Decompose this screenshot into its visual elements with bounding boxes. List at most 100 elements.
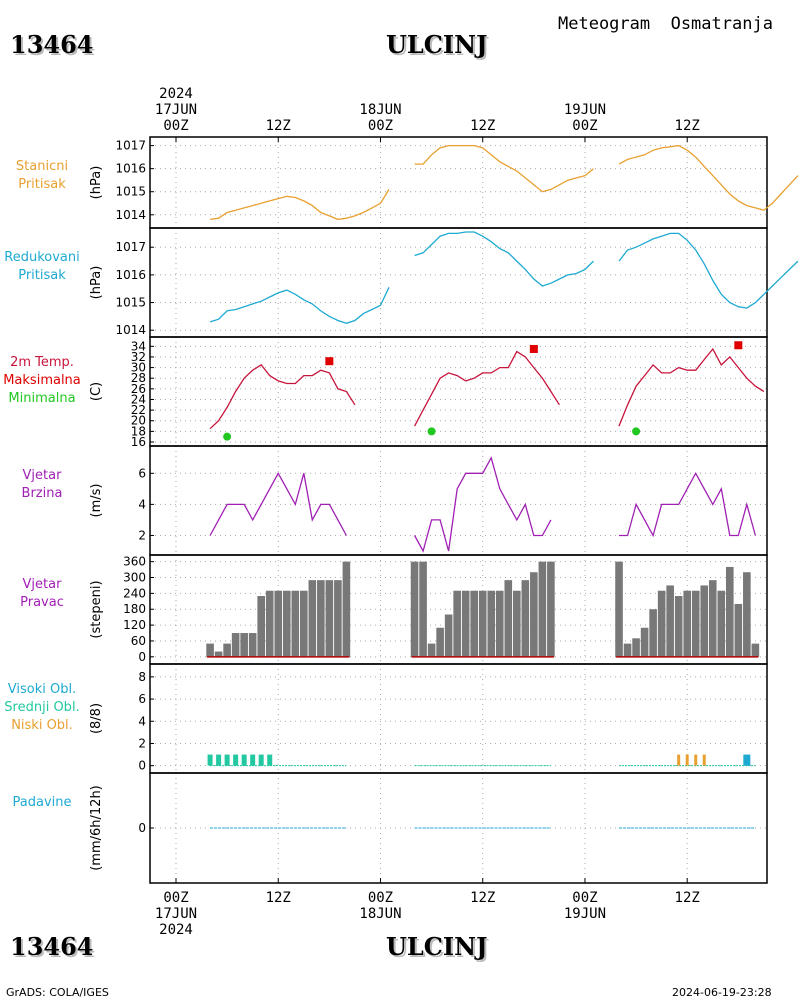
- max-temp-marker: [325, 357, 334, 366]
- series-line: [209, 471, 347, 536]
- y-tick-label: 28: [131, 371, 146, 385]
- cloud-cover-bar: [207, 754, 213, 766]
- series-line: [619, 471, 757, 538]
- panel-label: Maksimalna: [3, 373, 81, 388]
- y-tick-label: 120: [123, 618, 146, 632]
- x-tick-label-bottom: 00Z: [572, 890, 597, 906]
- min-temp-marker: [427, 427, 436, 436]
- x-tick-label-top: 00Z: [572, 118, 597, 134]
- panel-label: Niski Obl.: [11, 718, 73, 733]
- y-tick-label: 1017: [115, 139, 146, 153]
- y-tick-label: 30: [131, 361, 146, 375]
- panel-label: 2m Temp.: [10, 355, 74, 370]
- wind-direction-bar: [342, 561, 351, 657]
- wind-direction-bar: [291, 590, 300, 657]
- y-tick-label: 6: [138, 692, 146, 706]
- x-year-label-bottom: 2024: [159, 922, 193, 938]
- x-year-label-top: 2024: [159, 86, 193, 102]
- y-tick-label: 18: [131, 424, 146, 438]
- wind-direction-bar: [717, 590, 726, 657]
- panel-label: Vjetar: [23, 468, 63, 483]
- cloud-cover-bar: [267, 754, 273, 766]
- wind-direction-bar: [530, 572, 538, 657]
- wind-direction-bar: [538, 561, 547, 657]
- y-tick-label: 0: [138, 650, 146, 664]
- y-tick-label: 0: [138, 759, 146, 773]
- wind-direction-bar: [248, 633, 257, 657]
- panel-frame: [149, 136, 768, 229]
- wind-direction-bar: [282, 590, 291, 657]
- wind-direction-bar: [521, 580, 530, 657]
- station-id-top: 13464: [10, 30, 94, 59]
- panel-label: Redukovani: [4, 250, 79, 265]
- y-tick-label: 20: [131, 414, 146, 428]
- y-tick-label: 0: [138, 821, 146, 835]
- wind-direction-bar: [214, 651, 223, 657]
- series-line: [618, 232, 799, 309]
- series-line: [209, 364, 356, 430]
- y-tick-label: 1016: [115, 268, 146, 282]
- wind-direction-bar: [470, 590, 478, 657]
- wind-direction-bar: [265, 590, 274, 657]
- wind-direction-bar: [708, 580, 717, 657]
- cloud-cover-bar: [224, 754, 230, 766]
- series-line: [414, 231, 594, 287]
- y-tick-label: 1015: [115, 185, 146, 199]
- panel-label: Brzina: [22, 486, 63, 501]
- cloud-cover-bar: [702, 754, 706, 766]
- cloud-cover-bar: [677, 754, 681, 766]
- wind-direction-bar: [657, 590, 666, 657]
- station-id-bottom: 13464: [10, 932, 94, 961]
- cloud-cover-bar: [250, 754, 256, 766]
- wind-direction-bar: [683, 590, 691, 657]
- panel-label: Minimalna: [8, 391, 75, 406]
- wind-direction-bar: [436, 627, 444, 657]
- wind-direction-bar: [461, 590, 470, 657]
- wind-direction-bar: [231, 633, 240, 657]
- wind-direction-bar: [674, 596, 683, 657]
- generated-timestamp: 2024-06-19-23:28: [672, 986, 772, 999]
- wind-direction-bar: [240, 633, 248, 657]
- x-tick-label-top: 12Z: [675, 118, 700, 134]
- y-tick-label: 1016: [115, 162, 146, 176]
- wind-direction-bar: [300, 590, 308, 657]
- panel-label: Stanicni: [16, 159, 68, 174]
- wind-direction-bar: [615, 561, 623, 657]
- wind-direction-bar: [427, 643, 436, 657]
- y-axis-label: (stepeni): [89, 580, 104, 638]
- y-axis-label: (hPa): [89, 166, 104, 200]
- station-name-top: ULCINJ: [386, 30, 488, 59]
- x-tick-label-bottom: 18JUN: [359, 906, 401, 922]
- min-temp-marker: [223, 432, 232, 441]
- max-temp-marker: [529, 344, 538, 353]
- cloud-cover-bar: [241, 754, 247, 766]
- y-axis-label: (m/s): [89, 484, 104, 518]
- y-axis-label: (C): [89, 382, 104, 401]
- wind-direction-bar: [308, 580, 317, 657]
- series-line: [414, 350, 560, 427]
- wind-direction-bar: [453, 590, 461, 657]
- y-tick-label: 34: [131, 339, 146, 353]
- y-tick-label: 22: [131, 403, 146, 417]
- x-tick-label-bottom: 00Z: [368, 890, 393, 906]
- series-line: [209, 287, 390, 324]
- cloud-cover-bar: [233, 754, 239, 766]
- wind-direction-bar: [444, 614, 453, 657]
- wind-direction-bar: [623, 643, 632, 657]
- cloud-cover-bar: [216, 754, 222, 766]
- x-tick-label-top: 19JUN: [564, 102, 606, 118]
- x-tick-label-bottom: 12Z: [266, 890, 291, 906]
- station-name-bottom: ULCINJ: [386, 932, 488, 961]
- wind-direction-bar: [317, 580, 325, 657]
- wind-direction-bar: [640, 627, 649, 657]
- wind-direction-bar: [257, 596, 265, 657]
- wind-direction-bar: [734, 603, 743, 657]
- x-tick-label-bottom: 12Z: [675, 890, 700, 906]
- x-tick-label-top: 12Z: [266, 118, 291, 134]
- wind-direction-bar: [495, 590, 504, 657]
- series-line: [210, 189, 390, 221]
- wind-direction-bar: [223, 643, 231, 657]
- x-tick-label-top: 00Z: [163, 118, 188, 134]
- wind-direction-bar: [649, 609, 657, 657]
- y-tick-label: 2: [138, 528, 146, 542]
